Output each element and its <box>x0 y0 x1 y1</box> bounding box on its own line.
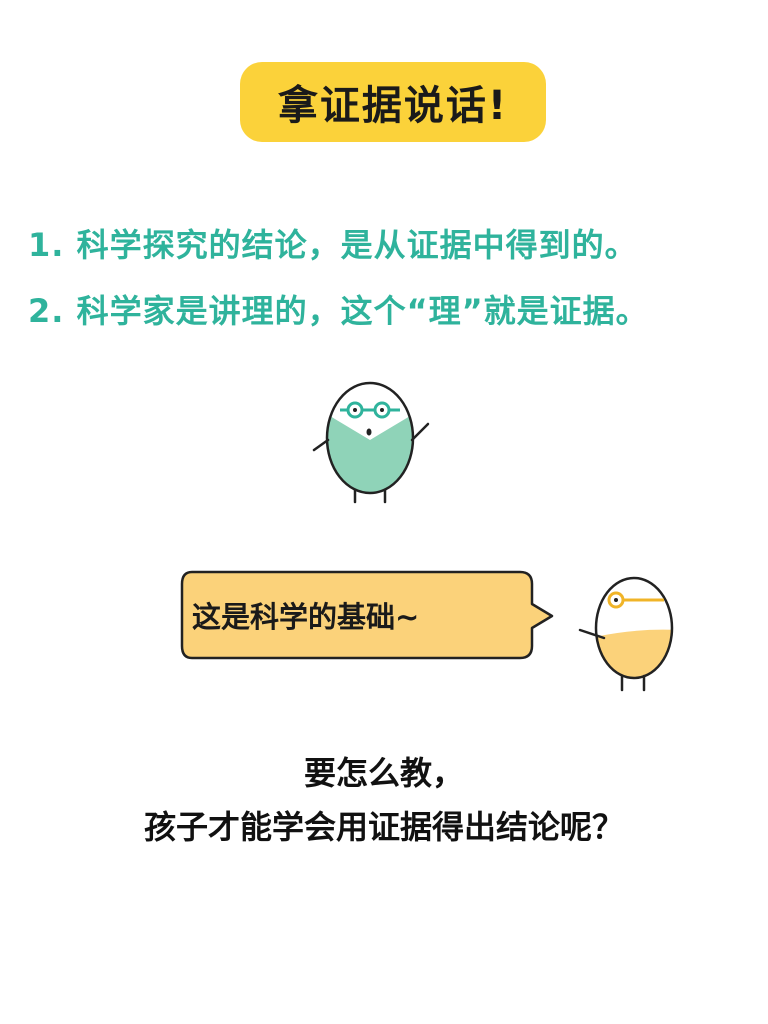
question-line-2: 孩子才能学会用证据得出结论呢？ <box>143 808 624 846</box>
point-2: 2. 科学家是讲理的，这个“理”就是证据。 <box>28 292 649 330</box>
egg-scientist-green-illustration <box>312 381 430 504</box>
egg-scientist-yellow-illustration <box>578 576 674 692</box>
title-banner: 拿证据说话! <box>240 62 546 142</box>
speech-bubble <box>180 570 554 660</box>
question-line-1: 要怎么教， <box>303 754 464 792</box>
point-1: 1. 科学探究的结论，是从证据中得到的。 <box>28 226 638 264</box>
speech-bubble-text: 这是科学的基础~ <box>192 600 420 634</box>
page-title: 拿证据说话! <box>277 83 509 129</box>
